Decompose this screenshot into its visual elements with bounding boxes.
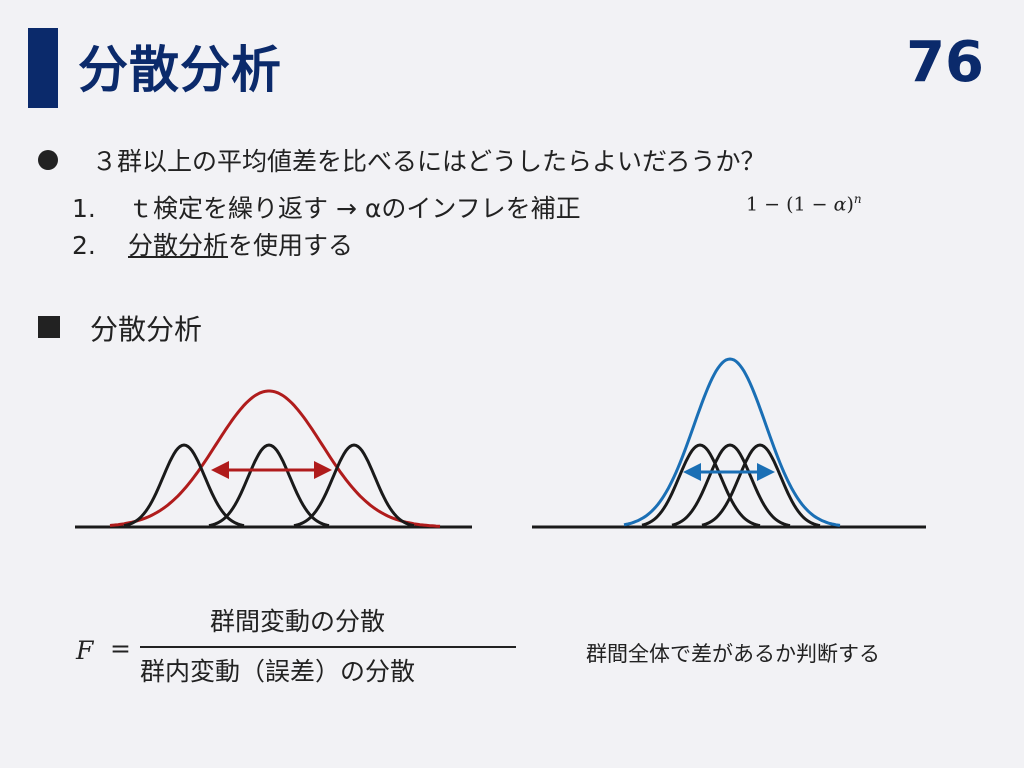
slide-title: 分散分析: [78, 41, 282, 99]
page-number: 76: [906, 30, 984, 95]
overall-distribution-red: [109, 389, 441, 528]
formula-suffix: ): [846, 193, 854, 216]
formula-exponent: n: [853, 192, 862, 206]
option-1: 1. ｔ検定を繰り返す → αのインフレを補正: [72, 189, 581, 225]
group-curve-right-1: [641, 443, 761, 528]
fraction-bar: [140, 646, 516, 648]
group-curve-right-3: [701, 443, 821, 528]
option-2-underlined: 分散分析: [128, 231, 229, 260]
title-accent-bar: [28, 28, 58, 108]
f-numerator: 群間変動の分散: [210, 607, 386, 636]
section-heading: 分散分析: [90, 313, 203, 346]
option-1-text: ｔ検定を繰り返す → αのインフレを補正: [128, 194, 581, 223]
option-2: 2. 分散分析を使用する: [72, 226, 353, 262]
group-curve-right-2: [671, 443, 791, 528]
formula-prefix: 1 − (1 −: [746, 193, 834, 216]
conclusion-note: 群間全体で差があるか判断する: [586, 642, 880, 666]
group-curve-left-2: [208, 443, 330, 528]
f-equals: =: [110, 634, 131, 663]
option-1-number: 1.: [72, 194, 96, 223]
group-curve-left-3: [293, 443, 415, 528]
f-denominator: 群内変動（誤差）の分散: [140, 657, 416, 686]
question-text: ３群以上の平均値差を比べるにはどうしたらよいだろうか？: [92, 147, 766, 176]
option-2-rest: を使用する: [228, 231, 354, 260]
alpha-inflation-formula: 1 − (1 − α)n: [746, 192, 862, 215]
option-2-number: 2.: [72, 231, 96, 260]
group-curve-left-1: [123, 443, 245, 528]
f-symbol: F: [76, 636, 94, 665]
overall-distribution-blue: [623, 357, 841, 527]
square-bullet-icon: [38, 316, 60, 338]
round-bullet-icon: [38, 150, 58, 170]
formula-alpha: α: [833, 193, 847, 216]
